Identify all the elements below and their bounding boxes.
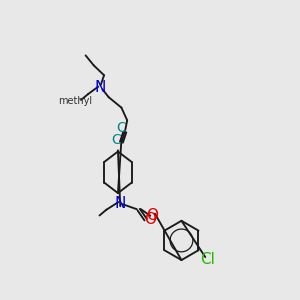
Text: methyl: methyl [58,96,92,106]
Text: O: O [144,212,156,227]
Text: O: O [147,208,159,223]
Text: Cl: Cl [201,252,215,267]
Text: C: C [112,133,121,147]
Text: C: C [116,122,126,135]
Text: N: N [95,80,106,95]
Text: N: N [115,196,126,211]
